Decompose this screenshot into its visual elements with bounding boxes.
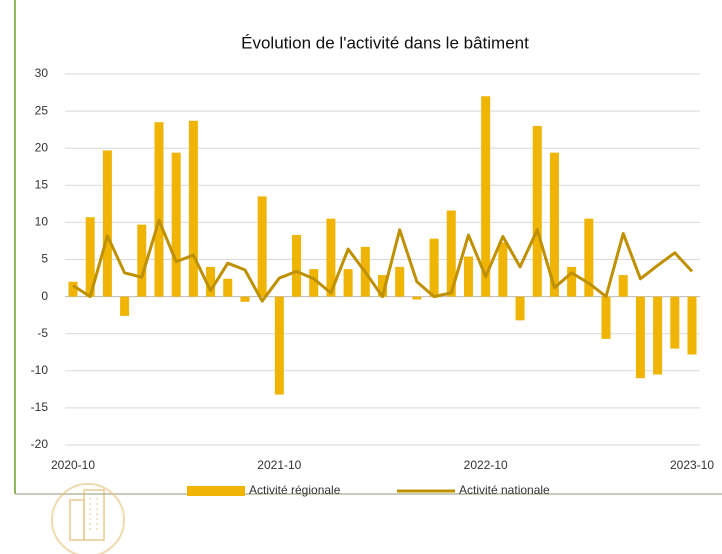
bar: [532, 125, 542, 297]
bar: [395, 266, 405, 297]
y-tick-label: 10: [35, 215, 49, 229]
bar: [498, 242, 508, 297]
y-tick-label: -5: [37, 326, 48, 340]
bar: [68, 281, 78, 297]
bar: [188, 120, 198, 297]
y-tick-label: 15: [35, 177, 49, 191]
bar: [567, 266, 577, 297]
bar: [102, 150, 112, 297]
bar: [481, 96, 491, 297]
bar: [240, 296, 250, 302]
bar: [206, 266, 216, 297]
bar: [120, 296, 130, 316]
bar: [687, 296, 697, 355]
bar: [326, 218, 336, 297]
bar: [463, 256, 473, 297]
y-tick-label: -10: [31, 363, 49, 377]
y-tick-label: 20: [35, 140, 49, 154]
bar: [549, 152, 559, 297]
bar: [343, 269, 353, 297]
bar: [257, 196, 267, 297]
bar: [618, 275, 628, 297]
bar: [378, 275, 387, 297]
y-tick-label: 5: [41, 252, 48, 266]
legend-label: Activité régionale: [249, 483, 341, 497]
bar: [154, 122, 164, 297]
bar: [274, 296, 284, 395]
x-tick-label: 2022-10: [464, 458, 508, 472]
bar: [412, 296, 422, 300]
bar: [601, 296, 611, 339]
bar: [446, 210, 456, 297]
y-tick-label: -15: [31, 400, 49, 414]
bar: [137, 224, 147, 297]
bar: [292, 235, 302, 297]
line: [72, 218, 694, 303]
chart-title: Évolution de l'activité dans le bâtiment: [241, 33, 529, 52]
bar: [515, 296, 525, 321]
y-tick-label: 25: [35, 103, 49, 117]
bar: [223, 278, 233, 297]
bar: [309, 269, 319, 297]
bar: [653, 296, 663, 375]
bar: [429, 238, 439, 297]
y-tick-label: 0: [41, 289, 48, 303]
x-tick-label: 2020-10: [51, 458, 95, 472]
bar: [635, 296, 645, 379]
bar: [670, 296, 680, 349]
y-tick-label: -20: [31, 437, 49, 451]
bar: [85, 217, 95, 297]
legend-swatch: [187, 486, 245, 496]
bar: [171, 152, 181, 297]
y-tick-label: 30: [35, 66, 49, 80]
building-icon: [51, 483, 125, 554]
x-tick-label: 2021-10: [257, 458, 301, 472]
x-tick-label: 2023-10: [670, 458, 714, 472]
legend-label: Activité nationale: [459, 483, 550, 497]
bar: [584, 218, 594, 297]
